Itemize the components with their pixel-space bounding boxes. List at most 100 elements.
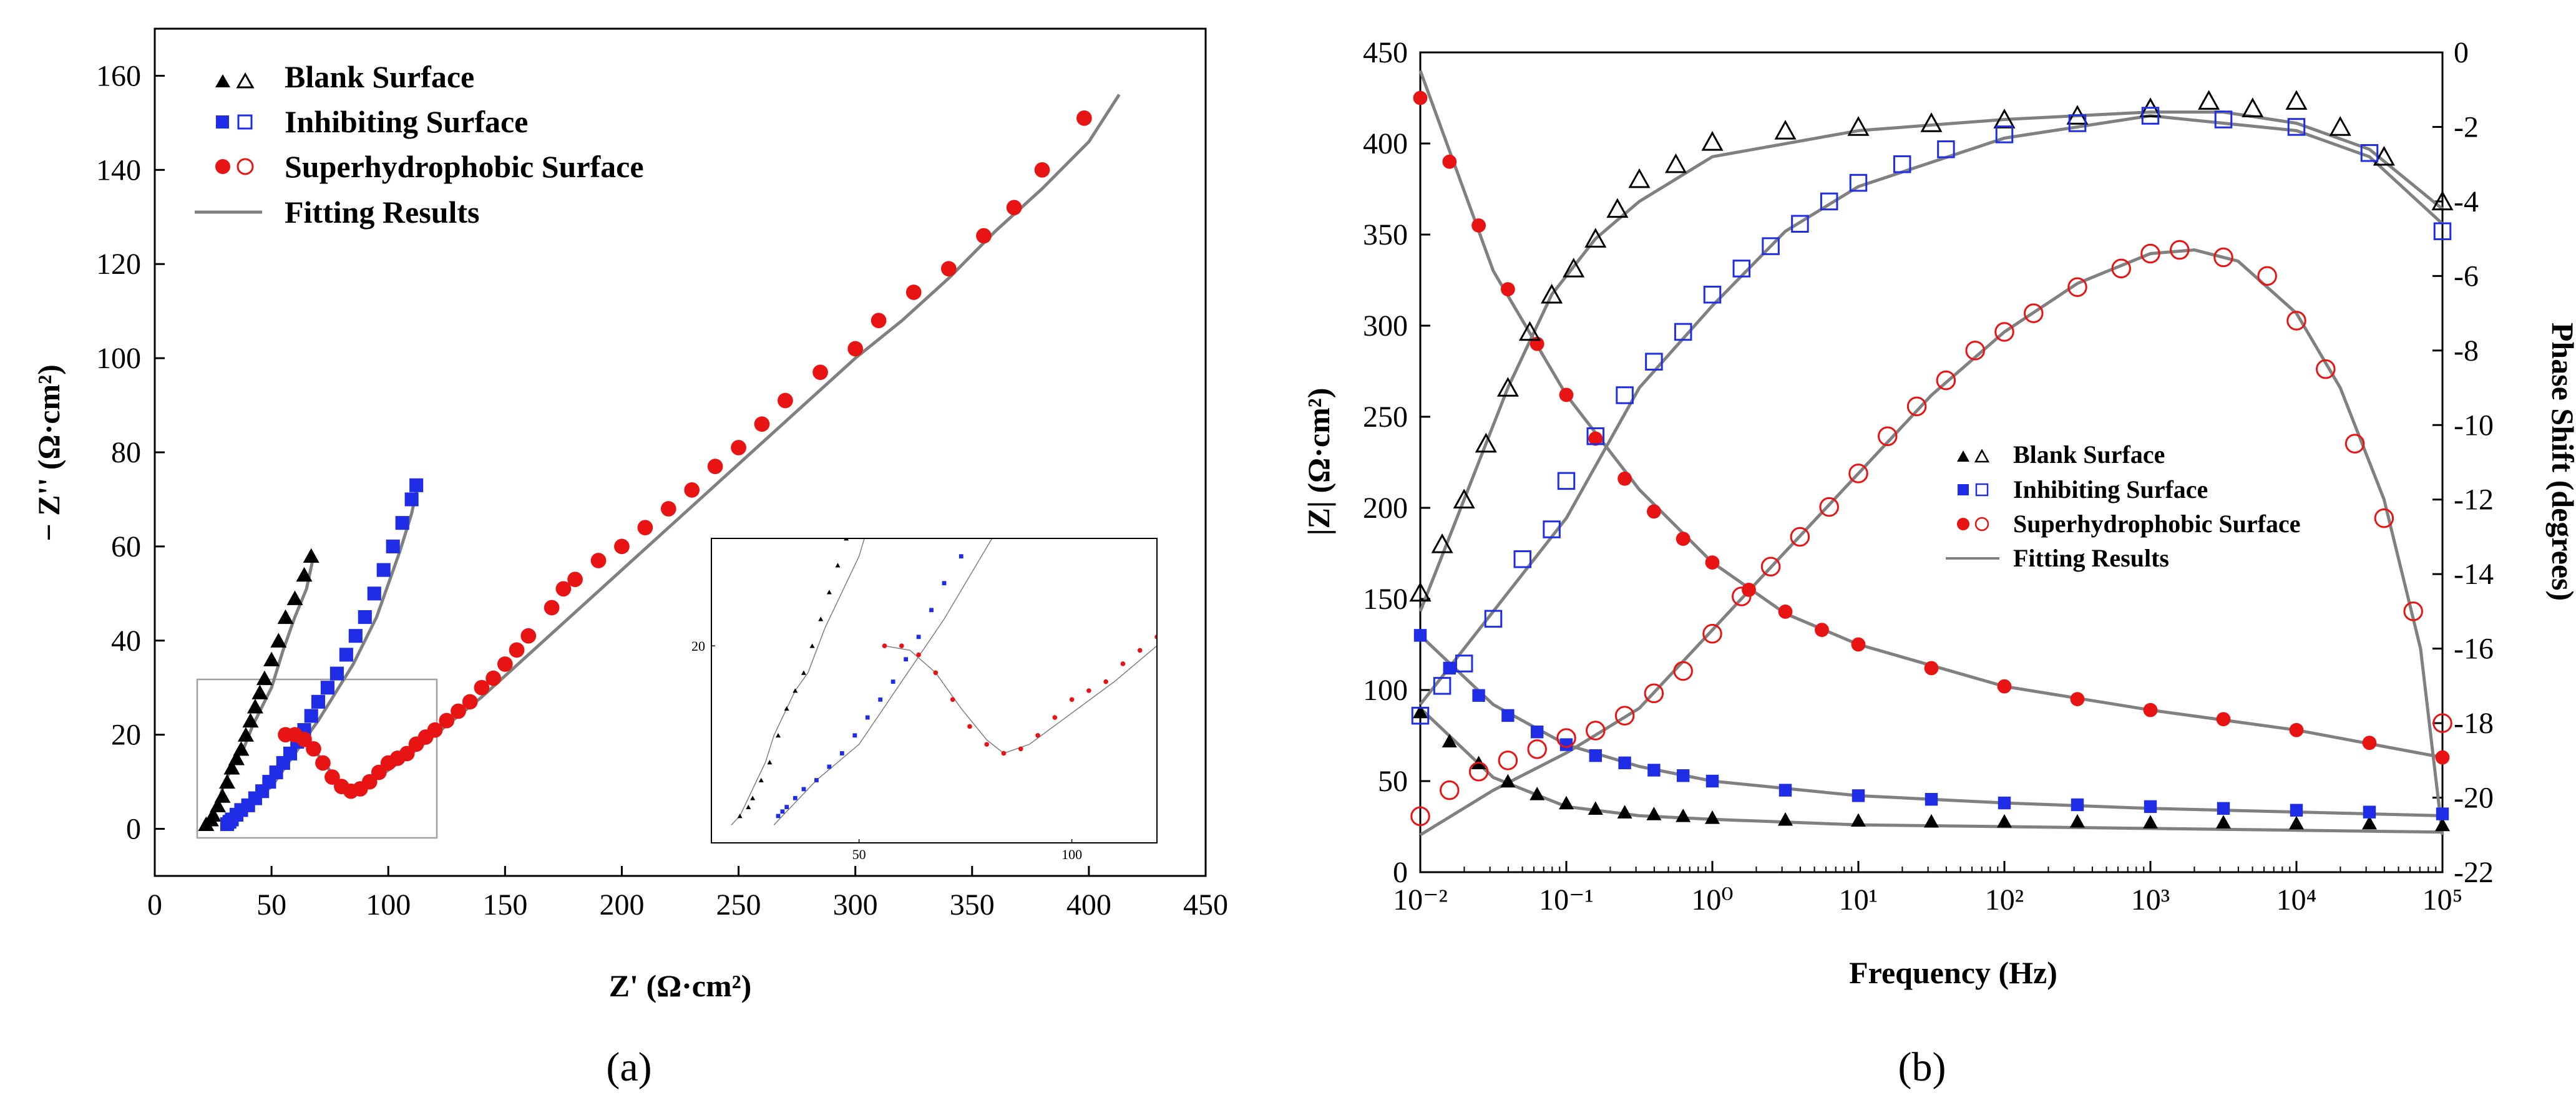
inset-data-point	[916, 634, 921, 639]
data-point	[2287, 118, 2306, 136]
panel-a-y-axis: 0 20 40 60 80 100 120 140 160	[96, 59, 165, 846]
data-point	[1993, 109, 2016, 129]
x-tick-label: 100	[366, 888, 411, 921]
data-point	[1411, 706, 1430, 725]
data-point	[451, 703, 466, 719]
data-point	[2285, 90, 2308, 110]
x-tick-label: 200	[599, 888, 644, 921]
data-point	[2143, 702, 2158, 717]
y2-tick-label: -4	[2454, 185, 2479, 218]
data-point	[2373, 145, 2395, 166]
data-point	[1455, 654, 1473, 673]
inset-data-point	[904, 657, 909, 662]
x-tick-label: 10⁰	[1691, 883, 1733, 916]
data-point	[1513, 550, 1532, 568]
legend-a-blank-filled-icon	[215, 74, 230, 87]
legend-a-fit-label: Fitting Results	[285, 195, 480, 230]
data-point	[637, 520, 653, 536]
data-point	[1847, 116, 1870, 136]
inset-data-point	[767, 760, 773, 765]
data-point	[2344, 434, 2365, 454]
inset-data-point	[1018, 746, 1023, 752]
data-point	[1906, 396, 1927, 417]
inset-data-point	[780, 809, 785, 814]
data-point	[590, 553, 607, 568]
y-tick-label: 0	[126, 813, 141, 846]
inset-data-point	[827, 764, 832, 769]
y-tick-label: 0	[1393, 856, 1408, 889]
legend-a-super-label: Superhydrophobic Surface	[285, 149, 644, 184]
data-point	[376, 563, 391, 577]
data-point	[2198, 90, 2220, 110]
data-point	[1501, 709, 1515, 722]
x-tick-label: 10⁻²	[1393, 883, 1448, 916]
data-point	[205, 807, 222, 822]
panel-b-data-points	[1409, 90, 2454, 832]
data-point	[1893, 155, 1911, 173]
data-point	[311, 694, 326, 709]
legend-b-fit: Fitting Results	[1946, 544, 2169, 572]
data-point	[1557, 472, 1576, 490]
data-point	[497, 656, 513, 672]
data-point	[1563, 258, 1585, 278]
inset-data-point	[984, 742, 989, 747]
data-point	[2067, 277, 2087, 298]
inset-data-point	[801, 787, 806, 792]
data-point	[1531, 725, 1544, 739]
inset-data-point	[746, 804, 751, 809]
legend-b-super-filled-icon	[1957, 518, 1969, 530]
data-point	[2286, 311, 2306, 331]
data-point	[1472, 689, 1485, 702]
data-point	[1676, 809, 1691, 822]
legend-b-inhibiting-filled-icon	[1958, 484, 1969, 495]
legend-a-inhibiting-open-icon	[237, 114, 253, 130]
data-point	[2141, 107, 2160, 125]
data-point	[2257, 266, 2277, 286]
inset-data-point	[942, 581, 947, 586]
x-tick-label: 10⁵	[2422, 883, 2463, 916]
data-point	[1484, 610, 1503, 628]
data-point	[1762, 237, 1780, 255]
inset-data-point	[929, 608, 934, 613]
data-point	[2289, 722, 2304, 737]
inset-fit-line	[884, 645, 1156, 754]
data-point	[1778, 605, 1793, 619]
data-point	[2436, 807, 2449, 820]
data-point	[371, 764, 387, 780]
data-point	[485, 670, 501, 686]
y-tick-label: 400	[1363, 127, 1408, 160]
data-point	[2435, 750, 2450, 765]
panel-b-left-axis: 0 50 100 150 200 250 300 350 400 450	[1363, 36, 1430, 889]
y-tick-label: 200	[1363, 492, 1408, 525]
data-point	[1760, 556, 1781, 576]
panel-a-y-label: − Z'' (Ω·cm²)	[31, 364, 66, 541]
data-point	[1677, 769, 1690, 782]
data-point	[1674, 323, 1692, 341]
data-point	[1431, 533, 1453, 553]
inset-frame	[711, 538, 1158, 843]
inset-data-point	[835, 563, 841, 568]
data-point	[1732, 586, 1752, 606]
legend-a-blank-label: Blank Surface	[285, 59, 474, 94]
data-point	[361, 774, 378, 790]
panel-a-inset: 50 100 20	[691, 538, 1158, 862]
data-point	[2216, 712, 2231, 727]
data-point	[237, 727, 254, 742]
data-point	[555, 581, 572, 597]
y-tick-label: 450	[1363, 36, 1408, 69]
inset-ticks: 50 100 20	[691, 638, 1082, 862]
inset-data-point	[933, 670, 939, 676]
data-point	[1006, 200, 1022, 216]
data-point	[1616, 386, 1634, 404]
legend-b-super: Superhydrophobic Surface	[1957, 510, 2300, 538]
x-tick-label: 250	[716, 888, 761, 921]
data-point	[1936, 370, 1956, 391]
data-point	[1443, 661, 1456, 675]
data-point	[2329, 116, 2351, 136]
data-point	[2362, 736, 2377, 751]
data-point	[233, 741, 250, 756]
inset-data-point	[801, 670, 806, 675]
data-point	[1409, 581, 1432, 602]
data-point	[270, 633, 287, 648]
